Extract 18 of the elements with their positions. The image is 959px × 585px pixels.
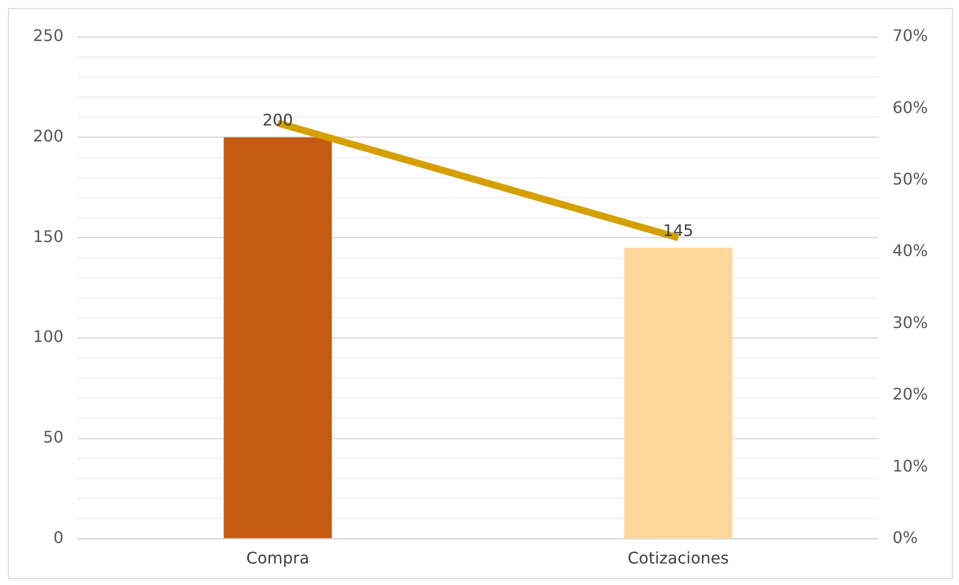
y-tick-label: 50 bbox=[43, 428, 64, 447]
y2-tick-label: 10% bbox=[892, 456, 928, 476]
y2-tick-label: 0% bbox=[892, 528, 918, 547]
y2-tick-label: 20% bbox=[892, 384, 928, 404]
y-tick-label: 250 bbox=[32, 26, 64, 46]
y2-tick-label: 50% bbox=[892, 170, 928, 189]
data-label: 145 bbox=[662, 220, 694, 240]
y-tick-label: 0 bbox=[53, 528, 64, 547]
y2-tick-label: 30% bbox=[892, 312, 928, 332]
x-tick-label: Compra bbox=[246, 548, 310, 568]
y2-tick-label: 60% bbox=[892, 98, 928, 117]
y-tick-label: 150 bbox=[32, 226, 64, 246]
y-tick-label: 100 bbox=[32, 327, 64, 346]
data-label: 200 bbox=[262, 110, 294, 130]
x-tick-label: Cotizaciones bbox=[628, 548, 729, 568]
y2-tick-label: 40% bbox=[892, 241, 928, 260]
y2-tick-label: 70% bbox=[892, 26, 928, 46]
y-tick-label: 200 bbox=[32, 126, 64, 146]
